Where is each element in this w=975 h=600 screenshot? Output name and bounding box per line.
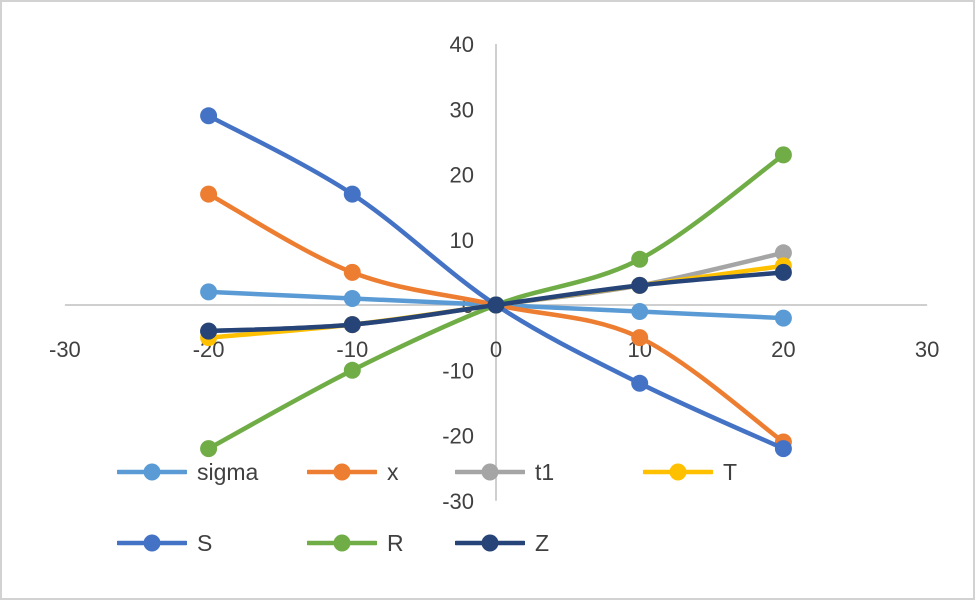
series-marker-Z (631, 276, 649, 294)
legend-swatch-sigma (117, 463, 187, 481)
series-marker-sigma (631, 303, 649, 320)
y-tick-label: 40 (450, 32, 474, 57)
series-marker-R (343, 361, 361, 379)
y-tick-label: 10 (450, 228, 474, 253)
legend-label-T: T (723, 459, 738, 485)
y-tick-label: -30 (442, 489, 474, 514)
legend-item-sigma: sigma (117, 459, 258, 485)
series-marker-S (774, 440, 792, 458)
series-marker-sigma (200, 283, 218, 301)
series-marker-Z (774, 263, 792, 281)
legend-swatch-T (643, 463, 713, 481)
series-marker-R (774, 146, 792, 164)
series-marker-Z (200, 322, 218, 340)
legend-item-t1: t1 (455, 459, 554, 485)
x-tick-label: 20 (771, 337, 795, 362)
series-marker-t1 (774, 244, 792, 262)
series-marker-sigma (774, 309, 792, 327)
legend-item-R: R (307, 530, 404, 556)
y-tick-label: -20 (442, 424, 474, 449)
legend-label-x: x (387, 459, 399, 485)
legend-swatch-R (307, 534, 377, 552)
legend-item-S: S (117, 530, 212, 556)
legend-item-T: T (643, 459, 737, 485)
y-tick-label: 20 (450, 163, 474, 188)
legend-label-S: S (197, 530, 213, 556)
x-tick-label: 30 (915, 337, 939, 362)
series-marker-Z (343, 316, 361, 334)
x-tick-label: -30 (49, 337, 81, 362)
y-tick-label: 30 (450, 97, 474, 122)
legend-swatch-S (117, 534, 187, 552)
x-tick-label: 0 (490, 337, 502, 362)
series-marker-Z (487, 296, 505, 314)
legend-swatch-Z (455, 534, 525, 552)
legend-label-Z: Z (535, 530, 550, 556)
series-marker-x (631, 329, 649, 347)
series-marker-S (200, 107, 218, 125)
legend-label-t1: t1 (535, 459, 555, 485)
series-marker-S (631, 374, 649, 392)
legend-label-R: R (387, 530, 404, 556)
series-marker-x (200, 185, 218, 203)
legend-swatch-x (307, 463, 377, 481)
legend-label-sigma: sigma (197, 459, 259, 485)
legend-item-x: x (307, 459, 399, 485)
series-marker-sigma (343, 290, 361, 307)
legend-item-Z: Z (455, 530, 549, 556)
legend-swatch-t1 (455, 463, 525, 481)
y-tick-label: -10 (442, 358, 474, 383)
series-marker-R (200, 440, 218, 458)
series-marker-x (343, 263, 361, 281)
series-marker-S (343, 185, 361, 203)
series-marker-R (631, 250, 649, 268)
x-tick-label: -10 (336, 337, 368, 362)
